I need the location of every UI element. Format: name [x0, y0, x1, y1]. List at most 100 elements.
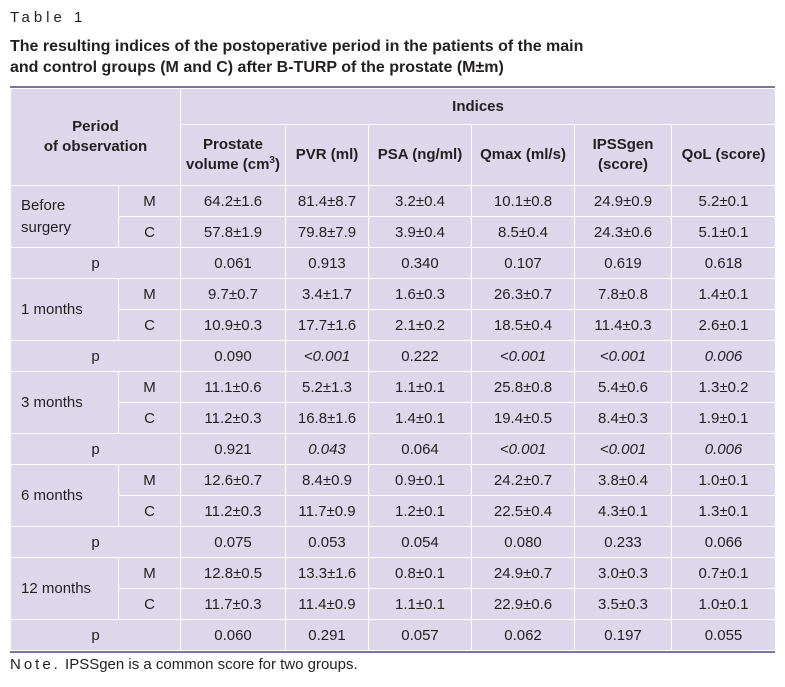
column-header: PVR (ml) — [285, 124, 370, 186]
value-cell: 5.1±0.1 — [671, 216, 777, 248]
value-cell: 1.4±0.1 — [671, 278, 777, 310]
period-label: Before surgery — [10, 185, 119, 248]
p-value-cell: 0.064 — [368, 433, 473, 465]
value-cell: 25.8±0.8 — [471, 371, 576, 403]
group-label: M — [117, 557, 182, 589]
value-cell: 1.0±0.1 — [671, 588, 777, 620]
p-value-cell: 0.006 — [671, 433, 777, 465]
value-cell: 19.4±0.5 — [471, 402, 576, 434]
p-value-cell: 0.075 — [180, 526, 287, 558]
p-value-cell: 0.619 — [574, 247, 673, 279]
value-cell: 11.4±0.3 — [574, 309, 673, 341]
group-label: C — [117, 216, 182, 248]
column-header: Qmax (ml/s) — [471, 124, 576, 186]
p-value-cell: 0.222 — [368, 340, 473, 372]
p-value-cell: 0.066 — [671, 526, 777, 558]
p-label: p — [9, 247, 182, 279]
p-value-cell: 0.053 — [285, 526, 370, 558]
value-cell: 64.2±1.6 — [180, 185, 287, 217]
value-cell: 57.8±1.9 — [180, 216, 287, 248]
value-cell: 5.2±1.3 — [285, 371, 370, 403]
value-cell: 24.2±0.7 — [471, 464, 576, 496]
group-label: M — [117, 371, 182, 403]
column-header: IPSSgen (score) — [574, 124, 673, 186]
p-label: p — [9, 526, 182, 558]
table-note: Note. IPSSgen is a common score for two … — [10, 656, 358, 673]
p-value-cell: <0.001 — [471, 433, 576, 465]
p-value-cell: <0.001 — [574, 433, 673, 465]
value-cell: 1.2±0.1 — [368, 495, 473, 527]
period-label: 3 months — [10, 371, 119, 434]
p-value-cell: 0.291 — [285, 619, 370, 651]
value-cell: 24.9±0.7 — [471, 557, 576, 589]
value-cell: 1.1±0.1 — [368, 588, 473, 620]
table-row: 12 months M 12.8±0.5 13.3±1.6 0.8±0.1 24.9±0.… — [10, 557, 777, 620]
column-header: Prostate volume (cm3) — [180, 124, 287, 186]
value-cell: 10.9±0.3 — [180, 309, 287, 341]
value-cell: 79.8±7.9 — [285, 216, 370, 248]
value-cell: 11.2±0.3 — [180, 495, 287, 527]
value-cell: 3.8±0.4 — [574, 464, 673, 496]
indices-header: Indices — [180, 88, 777, 125]
p-label: p — [9, 433, 182, 465]
group-label: C — [117, 588, 182, 620]
value-cell: 3.2±0.4 — [368, 185, 473, 217]
value-cell: 1.6±0.3 — [368, 278, 473, 310]
value-cell: 3.0±0.3 — [574, 557, 673, 589]
group-label: C — [117, 402, 182, 434]
table-row: C 10.9±0.3 17.7±1.6 2.1±0.2 18.5±0.4 11.4±0.3… — [11, 309, 777, 341]
value-cell: 0.7±0.1 — [671, 557, 777, 589]
value-cell: 3.4±1.7 — [285, 278, 370, 310]
column-header: PSA (ng/ml) — [368, 124, 473, 186]
value-cell: 12.6±0.7 — [180, 464, 287, 496]
p-value-row: p 0.090 <0.001 0.222 <0.001 <0.001 0.006 — [9, 340, 777, 372]
value-cell: 7.8±0.8 — [574, 278, 673, 310]
value-cell: 1.3±0.1 — [671, 495, 777, 527]
value-cell: 1.1±0.1 — [368, 371, 473, 403]
period-header: Period of observation — [9, 88, 182, 186]
value-cell: 8.5±0.4 — [471, 216, 576, 248]
p-value-cell: 0.090 — [180, 340, 287, 372]
p-value-cell: 0.057 — [368, 619, 473, 651]
p-value-cell: 0.618 — [671, 247, 777, 279]
value-cell: 2.1±0.2 — [368, 309, 473, 341]
p-value-cell: 0.060 — [180, 619, 287, 651]
value-cell: 17.7±1.6 — [285, 309, 370, 341]
p-value-cell: 0.233 — [574, 526, 673, 558]
p-value-cell: 0.197 — [574, 619, 673, 651]
table-row: C 11.2±0.3 11.7±0.9 1.2±0.1 22.5±0.4 4.3±0.1 1… — [11, 495, 777, 527]
value-cell: 26.3±0.7 — [471, 278, 576, 310]
group-label: M — [117, 464, 182, 496]
value-cell: 0.9±0.1 — [368, 464, 473, 496]
table-row: Before surgery M 64.2±1.6 81.4±8.7 3.2±0.4 10.… — [10, 185, 777, 248]
value-cell: 5.4±0.6 — [574, 371, 673, 403]
value-cell: 16.8±1.6 — [285, 402, 370, 434]
p-value-cell: 0.107 — [471, 247, 576, 279]
value-cell: 1.3±0.2 — [671, 371, 777, 403]
value-cell: 5.2±0.1 — [671, 185, 777, 217]
value-cell: 3.5±0.3 — [574, 588, 673, 620]
p-value-cell: 0.043 — [285, 433, 370, 465]
value-cell: 11.2±0.3 — [180, 402, 287, 434]
note-label: Note. — [10, 656, 61, 673]
period-label: 1 months — [10, 278, 119, 341]
p-label: p — [9, 619, 182, 651]
value-cell: 11.4±0.9 — [285, 588, 370, 620]
value-cell: 13.3±1.6 — [285, 557, 370, 589]
p-value-cell: 0.055 — [671, 619, 777, 651]
value-cell: 8.4±0.9 — [285, 464, 370, 496]
table-caption: The resulting indices of the postoperati… — [10, 38, 584, 76]
group-label: C — [117, 309, 182, 341]
results-table: Period of observation Indices Prostate vol… — [9, 88, 777, 651]
p-value-cell: 0.340 — [368, 247, 473, 279]
value-cell: 9.7±0.7 — [180, 278, 287, 310]
table-row: C 57.8±1.9 79.8±7.9 3.9±0.4 8.5±0.4 24.3±0.6 5… — [11, 216, 777, 248]
value-cell: 1.0±0.1 — [671, 464, 777, 496]
period-label: 12 months — [10, 557, 119, 620]
value-cell: 10.1±0.8 — [471, 185, 576, 217]
p-value-cell: <0.001 — [471, 340, 576, 372]
p-value-row: p 0.921 0.043 0.064 <0.001 <0.001 0.006 — [9, 433, 777, 465]
p-value-cell: <0.001 — [285, 340, 370, 372]
value-cell: 22.5±0.4 — [471, 495, 576, 527]
value-cell: 4.3±0.1 — [574, 495, 673, 527]
